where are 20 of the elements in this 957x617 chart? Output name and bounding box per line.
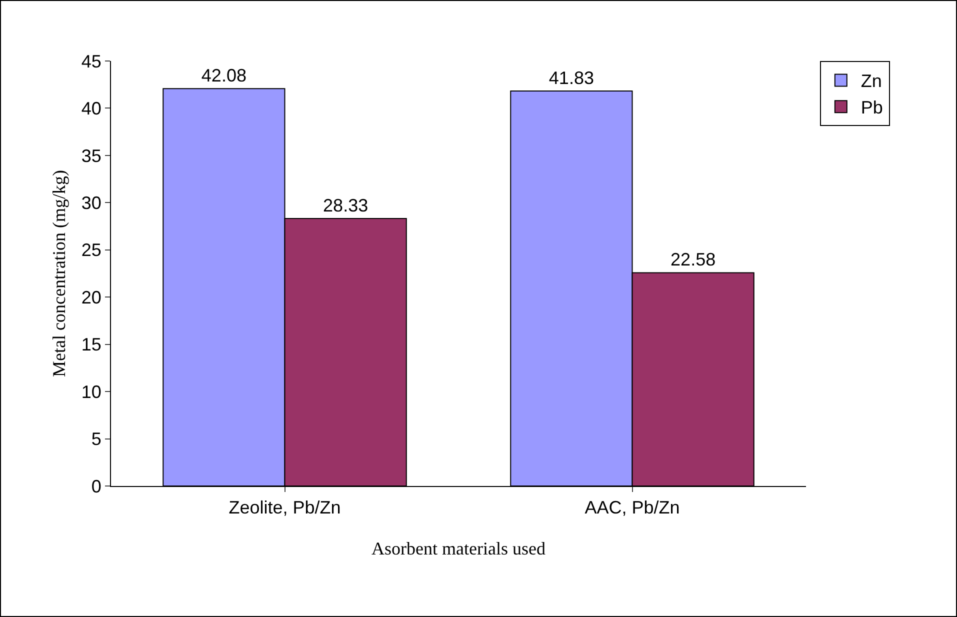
y-tick-label: 5 xyxy=(91,429,102,450)
y-tick-label: 40 xyxy=(81,98,102,119)
y-tick-label: 0 xyxy=(91,476,102,496)
y-tick-label: 30 xyxy=(81,192,102,213)
legend-label: Pb xyxy=(860,98,883,118)
y-tick-label: 15 xyxy=(81,334,102,355)
y-tick-label: 20 xyxy=(81,287,102,308)
x-axis-title: Asorbent materials used xyxy=(372,538,546,559)
x-tick-label: AAC, Pb/Zn xyxy=(584,498,680,518)
y-tick-label: 35 xyxy=(81,146,102,166)
legend-label: Zn xyxy=(860,71,882,92)
y-axis-title: Metal concentration (mg/kg) xyxy=(49,170,69,377)
x-tick-label: Zeolite, Pb/Zn xyxy=(228,498,341,518)
data-label: 22.58 xyxy=(670,250,716,270)
data-label: 41.83 xyxy=(548,68,594,88)
data-label: 42.08 xyxy=(201,66,246,86)
y-tick-label: 25 xyxy=(81,240,102,260)
y-tick-label: 45 xyxy=(81,51,102,72)
data-label: 28.33 xyxy=(323,195,368,216)
y-tick-label: 10 xyxy=(81,382,102,402)
